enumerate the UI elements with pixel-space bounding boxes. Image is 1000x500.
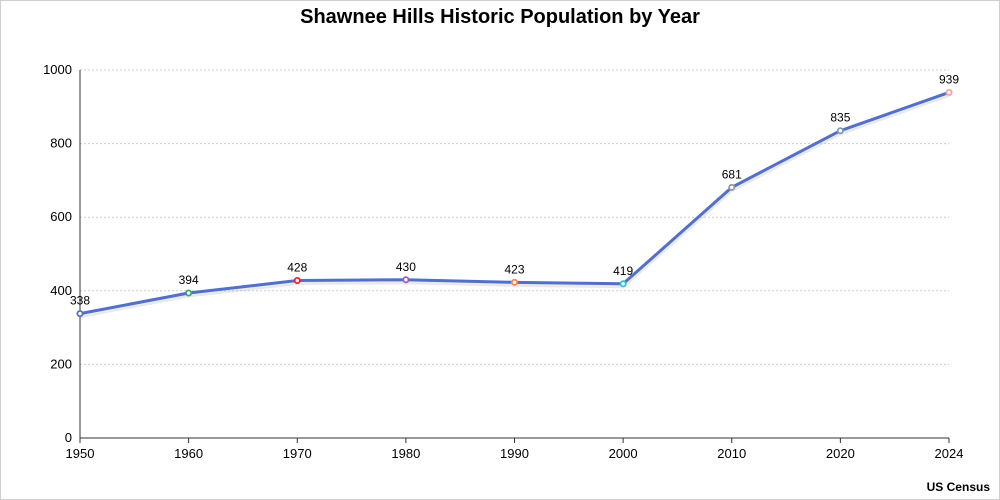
- data-label: 939: [939, 72, 959, 86]
- y-tick-label: 1000: [43, 62, 72, 77]
- axes: 0 200 400 600 800 1000 1950 1960 1970 1980 1990 200…: [43, 62, 963, 461]
- x-tick-label: 2024: [935, 446, 964, 461]
- data-points: [76, 88, 953, 318]
- y-tick-label: 400: [50, 283, 72, 298]
- y-tick-label: 200: [50, 356, 72, 371]
- data-point: [728, 183, 736, 191]
- data-point: [836, 127, 844, 135]
- chart-title: Shawnee Hills Historic Population by Yea…: [300, 6, 700, 28]
- data-point: [945, 88, 953, 96]
- data-label: 394: [179, 273, 199, 287]
- x-tick-label: 1960: [174, 446, 203, 461]
- data-point: [510, 278, 518, 286]
- x-tick-label: 2010: [717, 446, 746, 461]
- data-label: 835: [830, 111, 850, 125]
- data-label: 681: [722, 167, 742, 181]
- source-note: US Census: [926, 480, 990, 494]
- data-label: 423: [504, 262, 524, 276]
- data-label: 338: [70, 294, 90, 308]
- data-point: [293, 276, 301, 284]
- data-point: [76, 310, 84, 318]
- x-tick-label: 1950: [66, 446, 95, 461]
- x-tick-label: 2000: [609, 446, 638, 461]
- data-label: 419: [613, 264, 633, 278]
- x-tick-label: 1990: [500, 446, 529, 461]
- data-point: [619, 280, 627, 288]
- x-tick-label: 2020: [826, 446, 855, 461]
- y-tick-label: 800: [50, 136, 72, 151]
- y-tick-label: 0: [65, 430, 72, 445]
- data-label: 430: [396, 260, 416, 274]
- y-tick-label: 600: [50, 209, 72, 224]
- data-point: [402, 276, 410, 284]
- x-tick-label: 1970: [283, 446, 312, 461]
- data-label: 428: [287, 260, 307, 274]
- x-tick-label: 1980: [391, 446, 420, 461]
- grid-lines: [80, 69, 949, 365]
- data-labels: 338 394 428 430 423 419 681 835 939: [70, 72, 959, 307]
- data-point: [185, 289, 193, 297]
